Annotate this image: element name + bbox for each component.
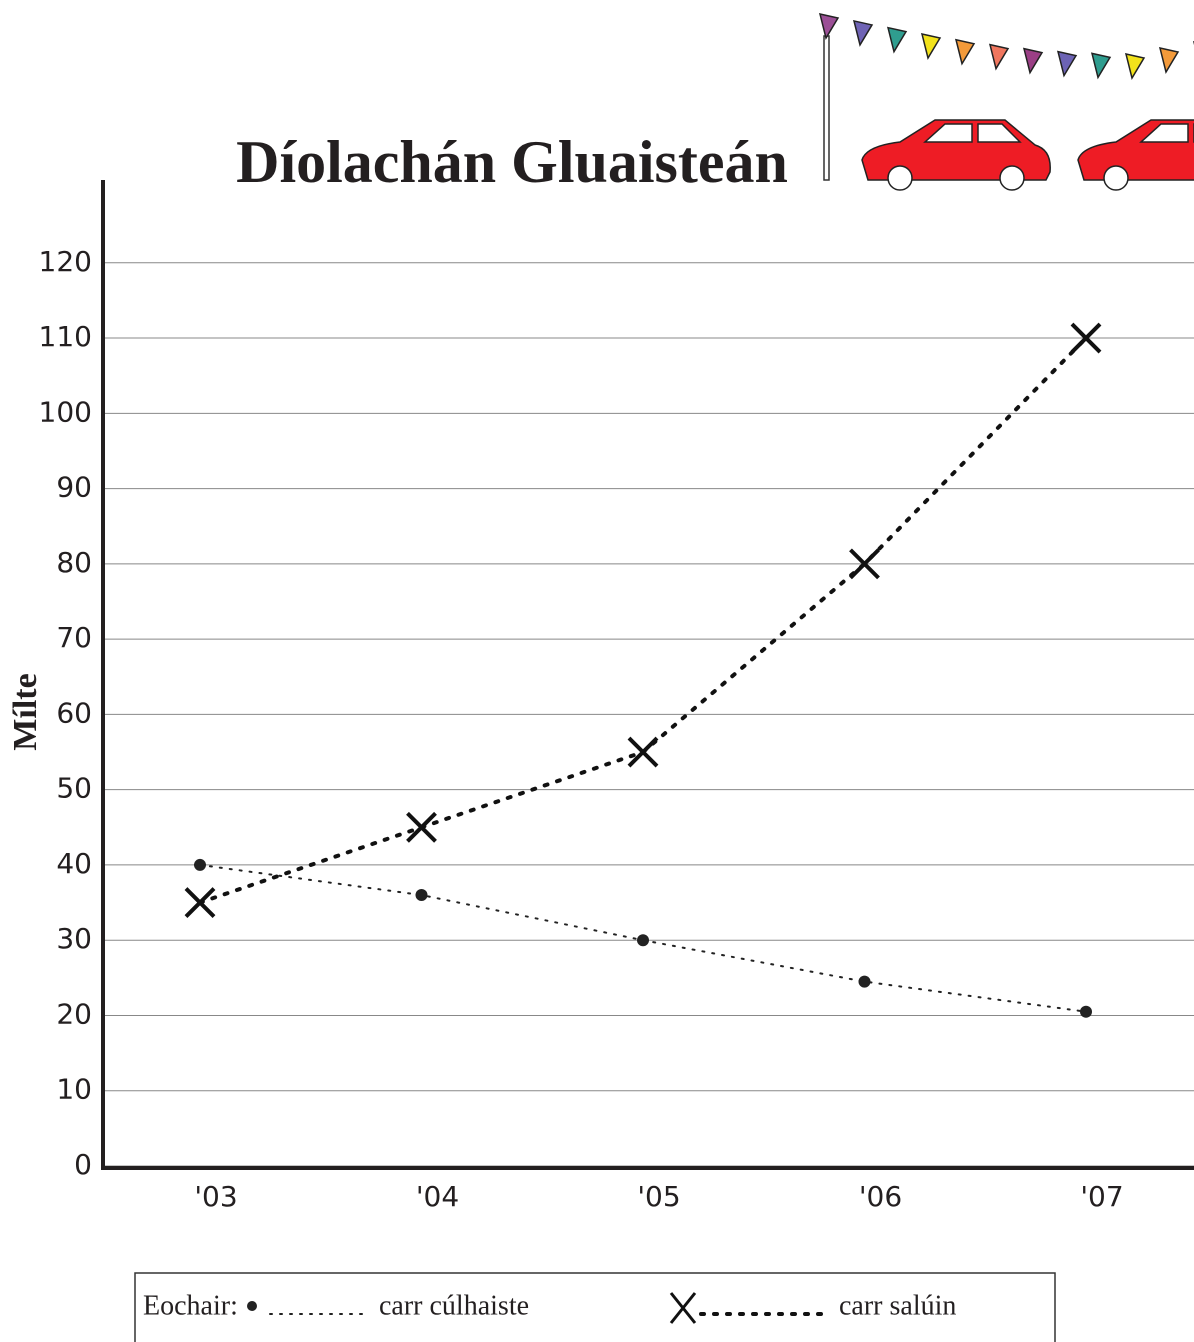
x-marker [184,887,216,918]
x-tick-label: '07 [1080,1180,1123,1213]
y-tick-label: 0 [74,1148,92,1181]
legend-label: carr salúin [839,1290,956,1321]
legend-label: carr cúlhaiste [379,1290,529,1321]
flag [1090,52,1112,80]
dot-marker [858,975,871,988]
y-tick-label: 120 [39,245,92,278]
x-marker [849,548,880,580]
dot-marker [1080,1005,1092,1018]
flag [1056,50,1078,78]
y-tick-label: 100 [39,395,92,428]
y-axis-label: Mílte [7,673,44,750]
chart-title: Díolachán Gluaisteán [236,129,788,195]
x-marker [406,811,437,843]
y-tick-label: 30 [56,922,92,955]
y-tick-label: 40 [56,847,92,880]
x-marker [1070,322,1102,354]
flag [886,26,908,54]
flag [1022,47,1044,75]
flag [852,19,874,47]
y-tick-label: 110 [39,320,92,353]
flag [988,43,1010,71]
series-line [198,336,1088,905]
bunting [818,13,1194,80]
y-tick-label: 10 [56,1073,92,1106]
dot-marker [637,934,649,947]
x-tick-label: '06 [859,1180,902,1213]
dot-marker [415,889,428,902]
flag [1124,53,1146,80]
y-tick-label: 90 [56,471,92,504]
x-marker [627,736,659,768]
dot-marker [194,858,206,871]
y-tick-label: 70 [56,621,92,654]
legend-marker [247,1301,257,1311]
car [1077,119,1194,191]
legend-title: Eochair: [143,1290,238,1321]
plot: 0 10 20 30 40 50 60 70 80 90 100 110 120 '03 '04 '05 '06… [39,245,1194,1213]
legend: Eochair: carr cúlhaiste carr salúin [134,1272,1056,1342]
legend-box [134,1272,1056,1342]
y-tick-label: 20 [56,997,92,1030]
legend-marker [669,1292,697,1324]
flag [920,33,942,60]
x-tick-label: '05 [637,1180,680,1213]
y-tick-label: 60 [56,696,92,729]
flag [954,38,976,66]
car [861,119,1051,191]
y-tick-label: 80 [56,546,92,579]
x-tick-label: '04 [416,1180,459,1213]
flag [818,13,840,40]
flag [1158,47,1180,74]
decoration [818,13,1194,191]
x-tick-label: '03 [194,1180,237,1213]
y-tick-label: 50 [56,772,92,805]
pole [823,35,830,181]
